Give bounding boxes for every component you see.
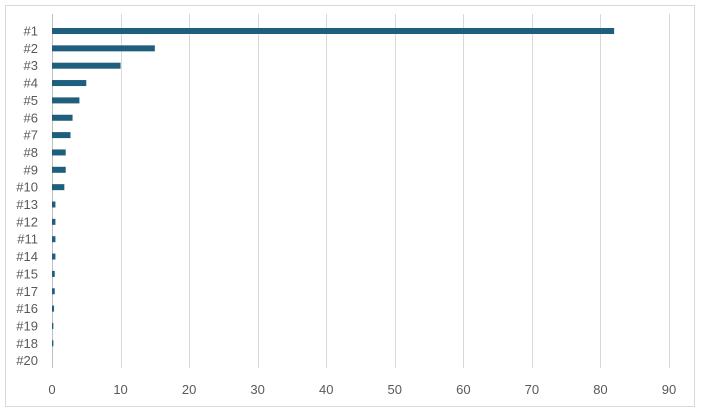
bar bbox=[52, 305, 55, 312]
category-label: #12 bbox=[16, 214, 38, 229]
category-label: #7 bbox=[24, 128, 38, 143]
category-label: #17 bbox=[16, 284, 38, 299]
category-label: #10 bbox=[16, 180, 38, 195]
bar bbox=[52, 218, 56, 225]
x-tick-label: 70 bbox=[525, 382, 539, 397]
x-tick-label: 50 bbox=[388, 382, 402, 397]
gridlines bbox=[52, 14, 670, 368]
category-labels: #1 #2 #3 #4 #5 #6 #7 #8 #9 #10 #13 #12 #11 #14 #15 #17 #… bbox=[16, 24, 38, 369]
category-label: #6 bbox=[24, 110, 38, 125]
bar bbox=[52, 80, 87, 87]
category-label: #4 bbox=[24, 76, 38, 91]
bar bbox=[52, 322, 54, 329]
bar bbox=[52, 97, 80, 104]
bar bbox=[52, 114, 73, 121]
category-label: #8 bbox=[24, 145, 38, 160]
x-tick-label: 80 bbox=[593, 382, 607, 397]
category-label: #3 bbox=[24, 58, 38, 73]
category-label: #18 bbox=[16, 336, 38, 351]
bar bbox=[52, 28, 615, 34]
bar bbox=[52, 201, 56, 208]
bar bbox=[52, 149, 66, 156]
bar bbox=[52, 340, 54, 347]
bar bbox=[52, 62, 121, 69]
category-label: #14 bbox=[16, 249, 38, 264]
bar bbox=[52, 184, 65, 191]
x-tick-label: 40 bbox=[319, 382, 333, 397]
x-tick-label: 90 bbox=[662, 382, 676, 397]
category-label: #15 bbox=[16, 266, 38, 281]
chart-frame bbox=[5, 5, 695, 407]
category-label: #19 bbox=[16, 318, 38, 333]
x-tick-label: 0 bbox=[48, 382, 55, 397]
category-label: #20 bbox=[16, 353, 38, 368]
bar bbox=[52, 270, 55, 277]
x-tick-label: 60 bbox=[456, 382, 470, 397]
category-label: #2 bbox=[24, 41, 38, 56]
bar bbox=[52, 288, 55, 295]
bars bbox=[52, 28, 615, 347]
bar bbox=[52, 253, 56, 260]
category-label: #9 bbox=[24, 162, 38, 177]
bar bbox=[52, 45, 155, 52]
x-tick-label: 30 bbox=[250, 382, 264, 397]
bar bbox=[52, 166, 66, 173]
bar bbox=[52, 132, 71, 139]
category-label: #11 bbox=[17, 232, 38, 247]
x-tick-label: 20 bbox=[182, 382, 196, 397]
category-label: #13 bbox=[16, 197, 38, 212]
category-label: #16 bbox=[16, 301, 38, 316]
category-label: #1 bbox=[24, 24, 38, 39]
x-tick-label: 10 bbox=[113, 382, 127, 397]
category-label: #5 bbox=[24, 93, 38, 108]
bar bbox=[52, 236, 56, 243]
x-tick-labels: 0 10 20 30 40 50 60 70 80 90 bbox=[48, 382, 676, 397]
